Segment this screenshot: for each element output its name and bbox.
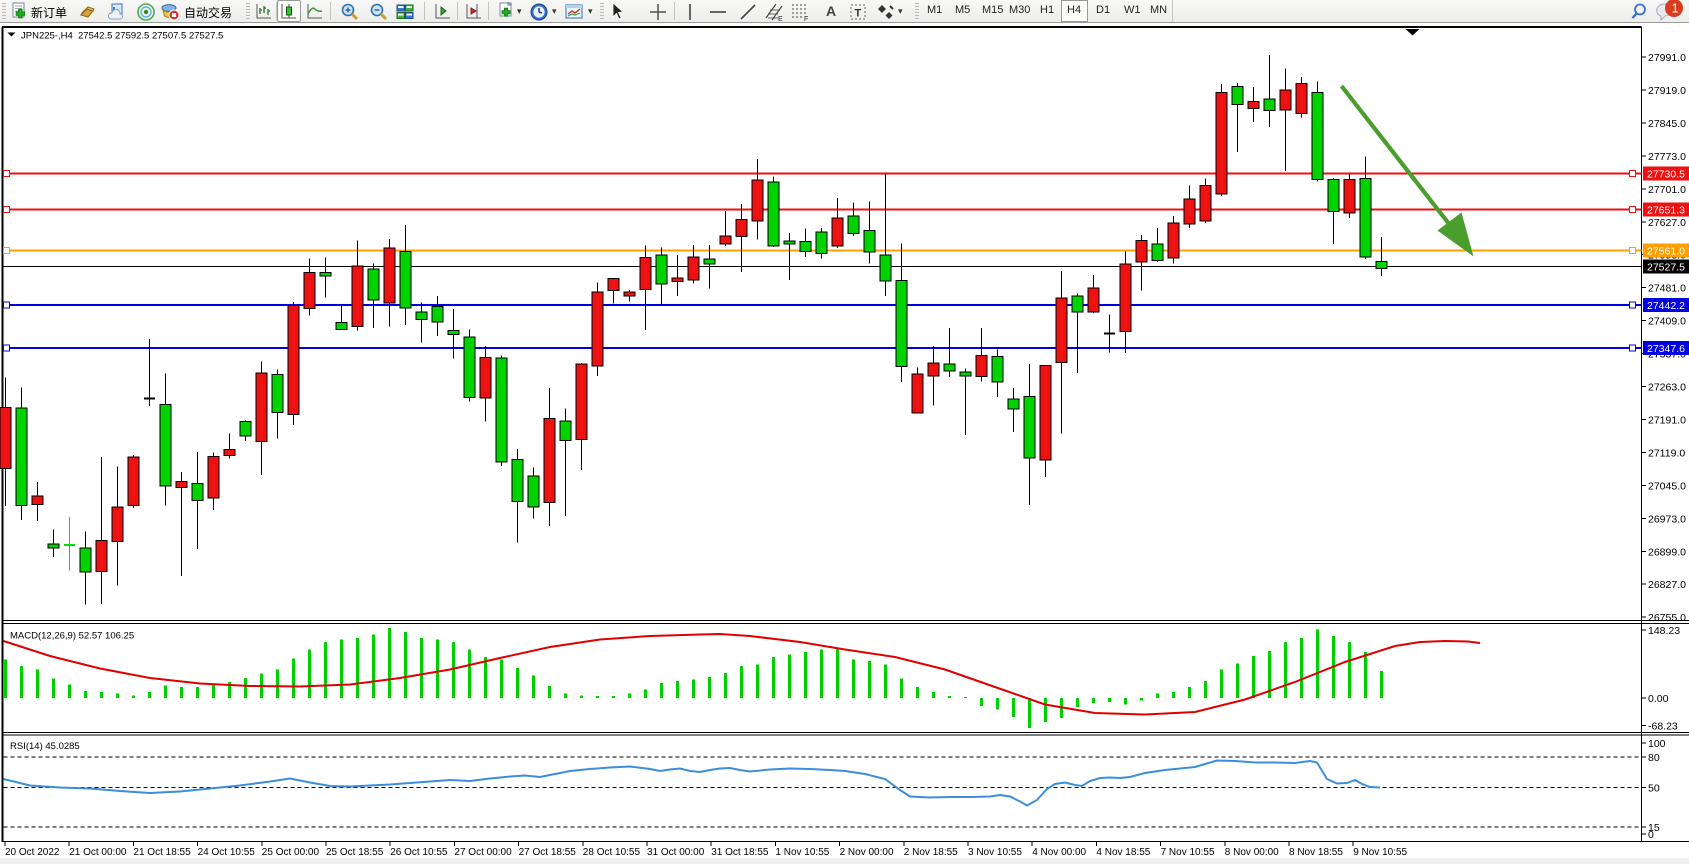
svg-text:JPN225-,H4 27542.5 27592.5 27: JPN225-,H4 27542.5 27592.5 27507.5 27527… — [21, 31, 223, 42]
svg-text:50: 50 — [1648, 783, 1660, 795]
svg-text:7 Nov 10:55: 7 Nov 10:55 — [1161, 847, 1215, 858]
svg-text:21 Oct 18:55: 21 Oct 18:55 — [133, 847, 191, 858]
svg-text:27919.0: 27919.0 — [1648, 85, 1686, 97]
svg-text:27119.0: 27119.0 — [1648, 447, 1685, 459]
svg-text:-68.23: -68.23 — [1648, 721, 1678, 733]
svg-text:21 Oct 00:00: 21 Oct 00:00 — [69, 847, 127, 858]
svg-text:27561.0: 27561.0 — [1647, 246, 1685, 258]
svg-text:28 Oct 10:55: 28 Oct 10:55 — [583, 847, 641, 858]
svg-text:F: F — [804, 16, 808, 22]
svg-text:0: 0 — [1648, 829, 1654, 841]
svg-text:27701.0: 27701.0 — [1648, 184, 1686, 196]
svg-text:80: 80 — [1648, 752, 1660, 764]
svg-text:0.00: 0.00 — [1648, 693, 1669, 705]
svg-text:100: 100 — [1648, 738, 1666, 750]
svg-text:27263.0: 27263.0 — [1648, 382, 1686, 394]
svg-text:31 Oct 18:55: 31 Oct 18:55 — [711, 847, 769, 858]
svg-text:8 Nov 00:00: 8 Nov 00:00 — [1225, 847, 1279, 858]
svg-text:27527.5: 27527.5 — [1647, 262, 1685, 274]
svg-text:1 Nov 10:55: 1 Nov 10:55 — [775, 847, 829, 858]
svg-text:9 Nov 10:55: 9 Nov 10:55 — [1353, 847, 1407, 858]
svg-text:25 Oct 00:00: 25 Oct 00:00 — [262, 847, 320, 858]
svg-text:25 Oct 18:55: 25 Oct 18:55 — [326, 847, 384, 858]
svg-text:27 Oct 18:55: 27 Oct 18:55 — [519, 847, 577, 858]
svg-text:26899.0: 26899.0 — [1648, 546, 1686, 558]
svg-text:27191.0: 27191.0 — [1648, 414, 1686, 426]
svg-text:27481.0: 27481.0 — [1648, 283, 1686, 295]
svg-text:27347.6: 27347.6 — [1647, 343, 1685, 355]
svg-text:27651.3: 27651.3 — [1647, 205, 1685, 217]
svg-text:27442.2: 27442.2 — [1647, 300, 1685, 312]
svg-text:2 Nov 18:55: 2 Nov 18:55 — [904, 847, 958, 858]
svg-text:26973.0: 26973.0 — [1648, 513, 1686, 525]
svg-text:20 Oct 2022: 20 Oct 2022 — [5, 847, 60, 858]
svg-text:T: T — [855, 8, 862, 20]
svg-text:31 Oct 00:00: 31 Oct 00:00 — [647, 847, 705, 858]
svg-text:3 Nov 10:55: 3 Nov 10:55 — [968, 847, 1022, 858]
svg-text:8 Nov 18:55: 8 Nov 18:55 — [1289, 847, 1343, 858]
svg-text:E: E — [778, 16, 783, 22]
svg-text:26755.0: 26755.0 — [1648, 612, 1686, 624]
svg-text:148.23: 148.23 — [1648, 625, 1680, 637]
svg-text:27773.0: 27773.0 — [1648, 151, 1686, 163]
svg-text:1: 1 — [1672, 1, 1679, 16]
svg-text:MACD(12,26,9) 52.57 106.25: MACD(12,26,9) 52.57 106.25 — [10, 631, 134, 642]
svg-text:15: 15 — [1648, 822, 1660, 834]
svg-text:24 Oct 10:55: 24 Oct 10:55 — [198, 847, 256, 858]
svg-text:2 Nov 00:00: 2 Nov 00:00 — [840, 847, 894, 858]
svg-text:27627.0: 27627.0 — [1648, 217, 1686, 229]
svg-text:26 Oct 10:55: 26 Oct 10:55 — [390, 847, 448, 858]
svg-text:4 Nov 18:55: 4 Nov 18:55 — [1096, 847, 1150, 858]
svg-text:27045.0: 27045.0 — [1648, 480, 1686, 492]
svg-text:27730.5: 27730.5 — [1647, 169, 1685, 181]
svg-text:27991.0: 27991.0 — [1648, 52, 1686, 64]
svg-text:RSI(14) 45.0285: RSI(14) 45.0285 — [10, 741, 80, 752]
svg-text:27409.0: 27409.0 — [1648, 316, 1686, 328]
svg-text:4 Nov 00:00: 4 Nov 00:00 — [1032, 847, 1086, 858]
svg-text:27 Oct 00:00: 27 Oct 00:00 — [454, 847, 512, 858]
svg-text:26827.0: 26827.0 — [1648, 579, 1686, 591]
svg-text:27845.0: 27845.0 — [1648, 118, 1686, 130]
